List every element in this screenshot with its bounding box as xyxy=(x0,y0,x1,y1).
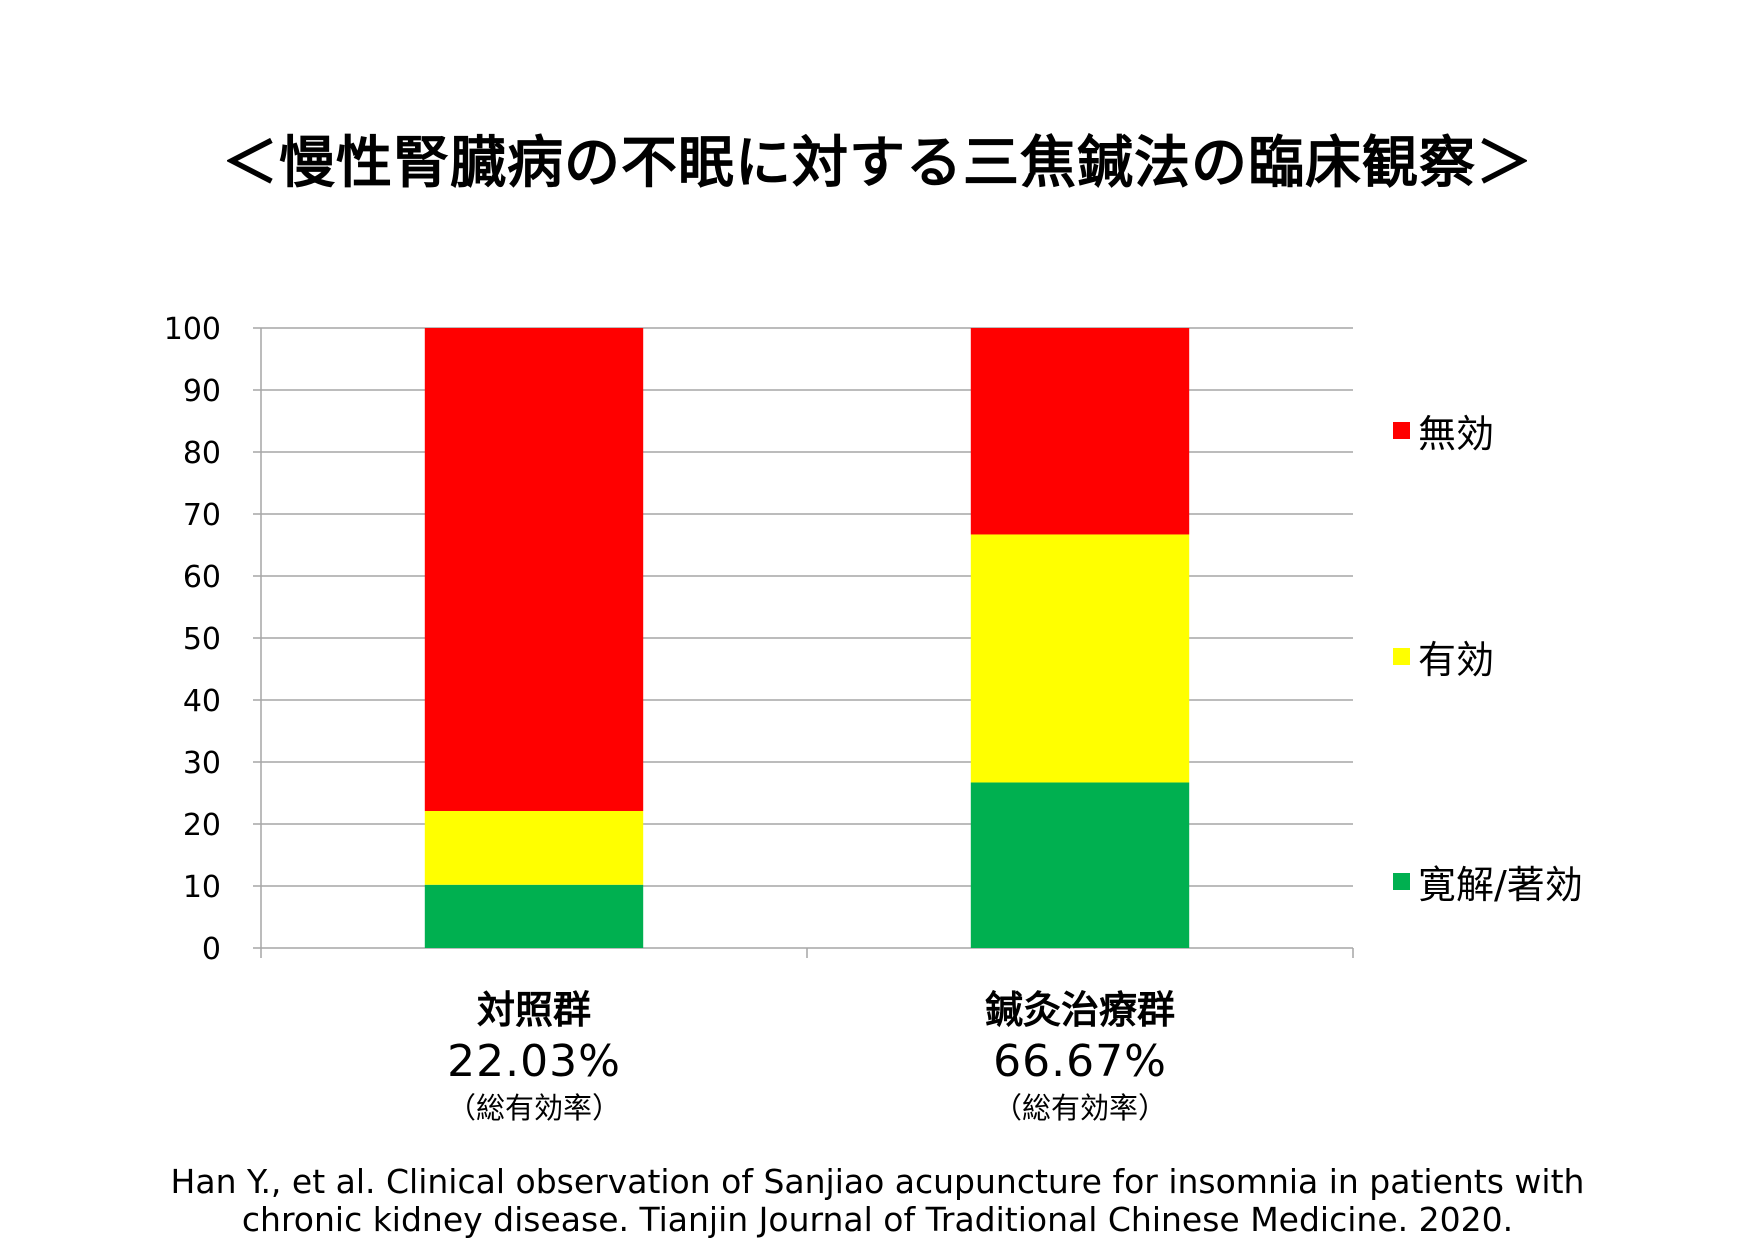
legend-label: 無効 xyxy=(1418,412,1495,456)
category-name: 鍼灸治療群 xyxy=(984,988,1175,1032)
page-title: ＜慢性腎臓病の不眠に対する三焦鍼法の臨床観察＞ xyxy=(222,131,1533,196)
legend-item-invalid: 無効 xyxy=(1393,403,1494,458)
category-label-control: 対照群 22.03% （総有効率） xyxy=(334,985,734,1127)
category-name: 対照群 xyxy=(476,988,591,1032)
legend-label: 有効 xyxy=(1418,638,1495,682)
bar-segment xyxy=(424,884,644,948)
total-effective-rate: 66.67% xyxy=(993,1036,1167,1087)
y-tick-label: 90 xyxy=(183,374,221,409)
citation: Han Y., et al. Clinical observation of S… xyxy=(0,1163,1755,1239)
y-tick-label: 0 xyxy=(202,932,221,967)
legend-swatch-yellow xyxy=(1393,648,1410,665)
legend-label: 寛解/著効 xyxy=(1418,863,1583,907)
legend-swatch-green xyxy=(1393,873,1410,890)
legend-item-remission: 寛解/著効 xyxy=(1393,854,1583,909)
citation-line: chronic kidney disease. Tianjin Journal … xyxy=(241,1200,1514,1239)
legend-item-effective: 有効 xyxy=(1393,629,1494,684)
category-label-acupuncture: 鍼灸治療群 66.67% （総有効率） xyxy=(880,985,1280,1127)
bar-segment xyxy=(970,534,1190,783)
bar-segment xyxy=(970,782,1190,948)
bar-segment xyxy=(970,328,1190,535)
total-effective-rate-note: （総有効率） xyxy=(992,1091,1167,1125)
y-tick-label: 50 xyxy=(183,622,221,657)
y-tick-label: 10 xyxy=(183,870,221,905)
y-tick-label: 70 xyxy=(183,498,221,533)
y-tick-label: 40 xyxy=(183,684,221,719)
y-tick-label: 100 xyxy=(164,312,221,347)
citation-line: Han Y., et al. Clinical observation of S… xyxy=(170,1162,1585,1201)
legend-swatch-red xyxy=(1393,422,1410,439)
total-effective-rate-note: （総有効率） xyxy=(446,1091,621,1125)
bar-segment xyxy=(424,328,644,811)
y-tick-label: 80 xyxy=(183,436,221,471)
total-effective-rate: 22.03% xyxy=(447,1036,621,1087)
y-tick-label: 20 xyxy=(183,808,221,843)
bar-segment xyxy=(424,810,644,885)
y-tick-label: 30 xyxy=(183,746,221,781)
y-tick-label: 60 xyxy=(183,560,221,595)
